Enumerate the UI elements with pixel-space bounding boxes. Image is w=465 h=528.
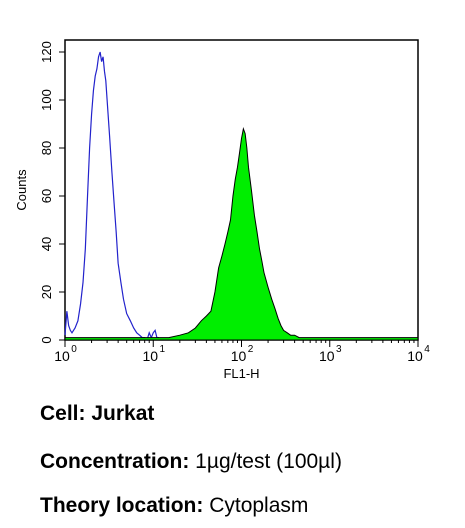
info-location-label: Theory location: [40, 494, 204, 517]
y-tick-label: 0 [39, 336, 54, 343]
y-tick-label: 60 [39, 189, 54, 203]
y-tick-label: 40 [39, 237, 54, 251]
info-concentration-label: Concentration: [40, 450, 190, 473]
series-fill-1 [64, 126, 419, 341]
chart-panel: 0 20 40 60 80 100 120 10 0 10 1 10 2 10 3 10 4 FL1-H Count… [14, 39, 431, 381]
x-tick-label: 10 [54, 348, 70, 364]
x-tick-label: 10 [142, 348, 158, 364]
info-location-value: Cytoplasm [209, 494, 309, 517]
x-tick-exponent: 0 [71, 344, 77, 355]
y-axis-label: Counts [14, 169, 29, 211]
info-cell-value: Jurkat [91, 402, 155, 425]
x-tick-exponent: 3 [336, 344, 342, 355]
info-cell: Cell: Jurkat [40, 402, 154, 426]
x-tick-exponent: 2 [248, 344, 254, 355]
info-concentration-value: 1µg/test (100µl) [195, 450, 342, 473]
info-concentration: Concentration: 1µg/test (100µl) [40, 450, 342, 474]
y-tick-label: 80 [39, 141, 54, 155]
info-cell-label: Cell: [40, 402, 86, 425]
x-axis-label: FL1-H [223, 366, 259, 381]
x-tick-label: 10 [407, 348, 423, 364]
y-tick-label: 120 [39, 41, 54, 63]
x-tick-label: 10 [231, 348, 247, 364]
y-tick-label: 20 [39, 285, 54, 299]
x-tick-exponent: 1 [159, 344, 165, 355]
info-location: Theory location: Cytoplasm [40, 494, 308, 518]
x-tick-label: 10 [319, 348, 335, 364]
y-tick-label: 100 [39, 89, 54, 111]
x-tick-exponent: 4 [424, 344, 430, 355]
